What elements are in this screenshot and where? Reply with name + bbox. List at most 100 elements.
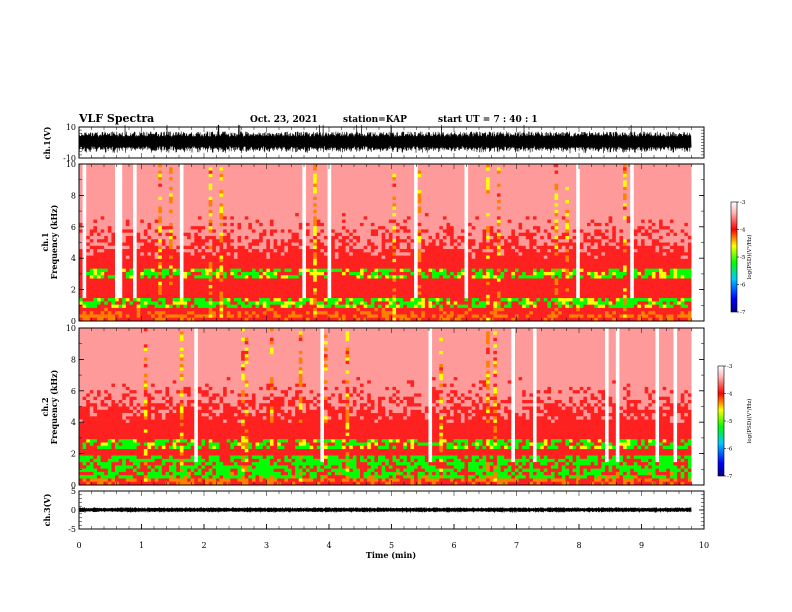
spectrogram-cell	[201, 258, 206, 263]
spectrogram-cell	[410, 173, 415, 178]
spectrogram-cell	[399, 317, 404, 322]
spectrogram-cell	[259, 167, 264, 171]
spectrogram-cell	[403, 249, 408, 253]
spectrogram-cell	[277, 285, 282, 289]
spectrogram-cell	[151, 268, 155, 273]
spectrogram-cell	[215, 262, 220, 266]
spectrogram-cell	[363, 242, 368, 247]
spectrogram-cell	[284, 226, 289, 230]
spectrogram-cell	[125, 203, 130, 207]
spectrogram-cell	[363, 249, 368, 253]
spectrogram-cell	[183, 275, 188, 279]
spectrogram-cell	[287, 226, 292, 230]
spectrogram-cell	[212, 317, 217, 322]
spectrogram-cell	[241, 301, 246, 305]
spectrogram-cell	[262, 294, 267, 299]
spectrogram-cell	[104, 311, 109, 315]
spectrogram-cell	[295, 288, 300, 292]
spectrogram-cell	[338, 170, 343, 175]
spectrogram-cell	[266, 268, 271, 273]
spectrogram-cell	[251, 206, 256, 211]
spectrogram-cell	[233, 307, 238, 312]
spectrogram-cell	[111, 177, 116, 181]
spectrogram-cell	[86, 298, 91, 302]
spectrogram-cell	[215, 186, 220, 191]
spectrogram-cell	[190, 262, 195, 266]
spectrogram-cell	[324, 245, 328, 250]
spectrogram-cell	[331, 265, 336, 269]
spectrogram-cell	[295, 213, 300, 217]
spectrogram-cell	[331, 170, 336, 175]
spectrogram-cell	[349, 173, 354, 178]
spectrogram-cell	[136, 193, 141, 198]
spectrogram-cell	[388, 235, 393, 240]
spectrogram-cell	[269, 222, 274, 227]
spectrogram-cell	[219, 268, 224, 273]
spectrogram-cell	[104, 294, 109, 299]
spectrogram-cell	[169, 265, 173, 269]
spectrogram-cell	[324, 298, 328, 302]
spectrogram-cell	[237, 271, 242, 276]
spectrogram-cell	[320, 307, 325, 312]
spectrogram-cell	[446, 271, 451, 276]
spectrogram-cell	[205, 219, 209, 224]
spectrogram-cell	[259, 229, 264, 233]
spectrogram-cell	[89, 173, 94, 178]
spectrogram-cell	[410, 232, 415, 237]
spectrogram-cell	[287, 258, 292, 263]
spectrogram-cell	[122, 190, 127, 194]
spectrogram-cell	[133, 311, 137, 315]
spectrogram-cell	[226, 199, 231, 204]
spectrogram-cell	[352, 262, 357, 266]
spectrogram-cell	[248, 271, 253, 276]
spectrogram-cell	[255, 164, 260, 168]
spectrogram-cell	[97, 298, 101, 302]
spectrogram-cell	[89, 249, 94, 253]
spectrogram-cell	[169, 183, 173, 188]
spectrogram-cell	[122, 285, 127, 289]
spectrogram-cell	[442, 314, 447, 319]
spectrogram-cell	[295, 170, 300, 175]
spectrogram-cell	[205, 304, 209, 309]
spectrogram-cell	[223, 183, 228, 188]
spectrogram-cell	[190, 186, 195, 191]
spectrogram-cell	[334, 222, 339, 227]
spectrogram-cell	[399, 213, 404, 217]
spectrogram-cell	[93, 249, 98, 253]
spectrogram-cell	[316, 271, 321, 276]
spectrogram-cell	[363, 288, 368, 292]
spectrogram-cell	[305, 304, 310, 309]
spectrogram-cell	[194, 298, 199, 302]
spectrogram-cell	[327, 255, 332, 260]
spectrogram-cell	[342, 164, 346, 168]
spectrogram-cell	[143, 203, 148, 207]
spectrogram-cell	[208, 226, 213, 230]
spectrogram-cell	[219, 294, 224, 299]
spectrogram-cell	[298, 281, 303, 286]
spectrogram-cell	[212, 226, 217, 230]
spectrogram-cell	[97, 199, 101, 204]
spectrogram-cell	[86, 252, 91, 256]
spectrogram-cell	[223, 307, 228, 312]
spectrogram-cell	[158, 307, 163, 312]
spectrogram-cell	[89, 311, 94, 315]
spectrogram-cell	[309, 294, 314, 299]
spectrogram-cell	[280, 226, 285, 230]
spectrogram-cell	[273, 170, 278, 175]
spectrogram-cell	[104, 183, 109, 188]
spectrogram-cell	[363, 268, 368, 273]
spectrogram-cell	[86, 268, 91, 273]
spectrogram-cell	[161, 281, 166, 286]
spectrogram-cell	[133, 164, 137, 168]
spectrogram-cell	[237, 206, 242, 211]
spectrogram-cell	[399, 298, 404, 302]
spectrogram-cell	[320, 196, 325, 201]
spectrogram-cell	[266, 242, 271, 247]
spectrogram-cell	[107, 180, 112, 184]
spectrogram-cell	[201, 196, 206, 201]
spectrogram-cell	[241, 203, 246, 207]
spectrogram-cell	[158, 173, 163, 178]
spectrogram-cell	[399, 186, 404, 191]
spectrogram-cell	[280, 285, 285, 289]
spectrogram-cell	[86, 291, 91, 296]
